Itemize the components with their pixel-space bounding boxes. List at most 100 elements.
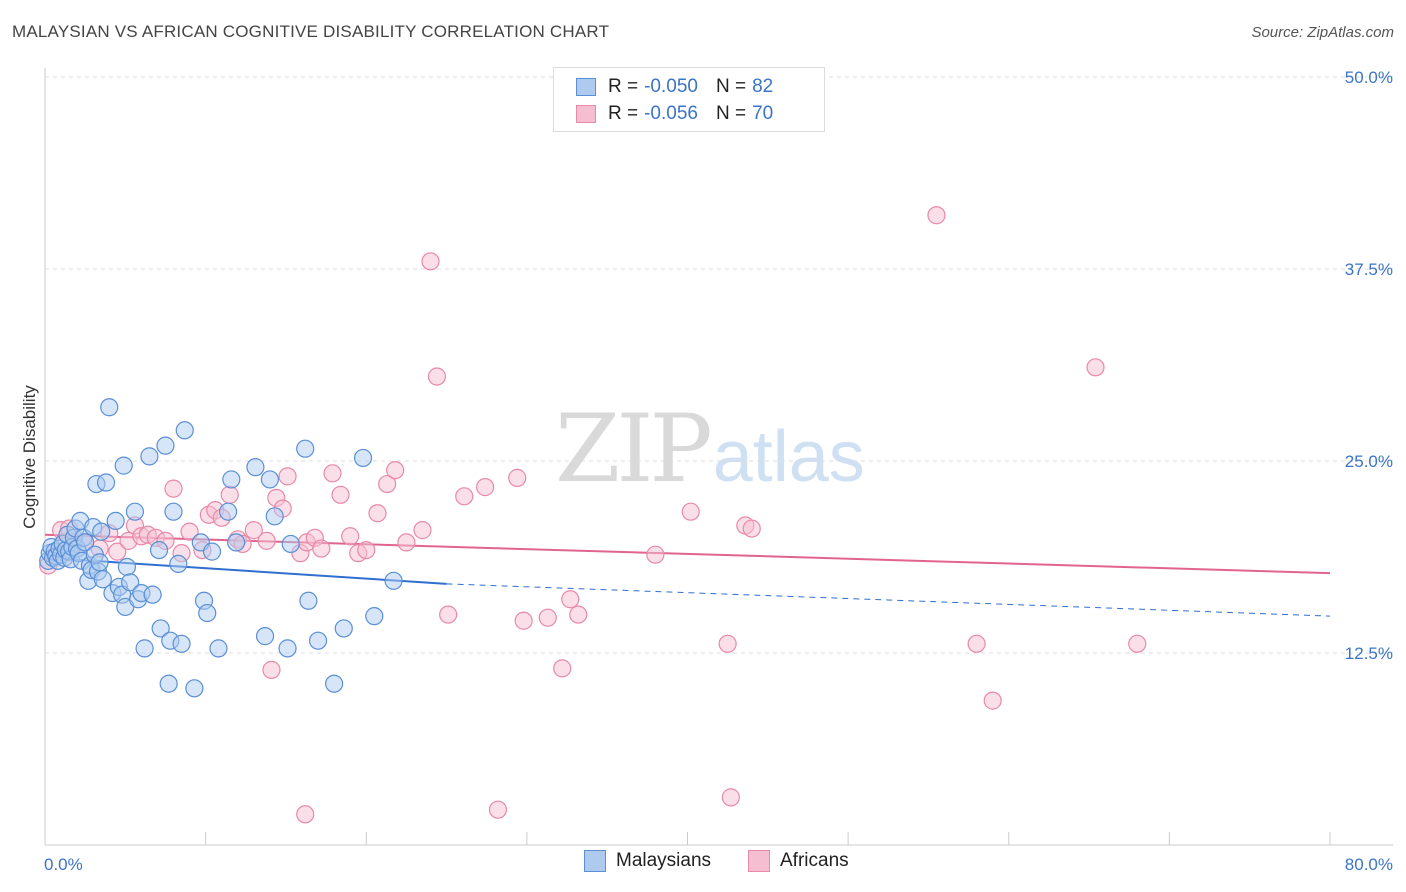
african-point[interactable]: [646, 545, 665, 564]
african-point[interactable]: [341, 527, 360, 546]
axes: [44, 68, 1393, 846]
african-point[interactable]: [257, 531, 276, 550]
malaysian-trend-group: [44, 556, 1331, 617]
malaysian-point[interactable]: [202, 542, 222, 561]
malaysian-point[interactable]: [169, 554, 188, 574]
african-point[interactable]: [397, 533, 416, 552]
malaysian-point[interactable]: [308, 631, 328, 650]
african-point[interactable]: [378, 474, 397, 494]
malaysian-point[interactable]: [384, 571, 403, 590]
african-point[interactable]: [1128, 634, 1147, 653]
malaysian-point[interactable]: [198, 603, 217, 623]
malaysian-point[interactable]: [365, 607, 384, 626]
malaysian-point[interactable]: [90, 553, 109, 572]
y-tick-label: 50.0%: [1345, 68, 1393, 87]
african-point[interactable]: [967, 634, 986, 653]
african-point[interactable]: [514, 611, 533, 630]
malaysian-point[interactable]: [100, 398, 119, 417]
malaysian-point[interactable]: [164, 502, 183, 521]
malaysian-point[interactable]: [299, 591, 318, 610]
african-r-value: -0.056: [644, 103, 698, 124]
legend-row-malaysians: R = -0.050 N = 82: [576, 75, 791, 99]
african-point[interactable]: [508, 468, 527, 487]
malaysian-point[interactable]: [222, 470, 241, 489]
african-point[interactable]: [323, 464, 342, 483]
malaysian-point[interactable]: [76, 533, 95, 552]
malaysian-point[interactable]: [281, 534, 300, 554]
malaysian-n-value: 82: [752, 76, 774, 97]
african-point[interactable]: [718, 634, 737, 653]
african-point[interactable]: [476, 478, 495, 497]
malaysian-point[interactable]: [219, 502, 238, 521]
african-point[interactable]: [262, 660, 281, 679]
african-point[interactable]: [421, 252, 440, 271]
malaysian-point[interactable]: [156, 436, 175, 455]
african-point[interactable]: [312, 539, 331, 558]
african-point[interactable]: [427, 367, 447, 386]
malaysian-point[interactable]: [140, 447, 159, 466]
malaysian-point[interactable]: [114, 456, 133, 475]
african-point[interactable]: [164, 479, 183, 498]
african-point[interactable]: [1086, 358, 1105, 377]
african-point[interactable]: [538, 608, 557, 627]
malaysian-point[interactable]: [93, 570, 112, 589]
african-point[interactable]: [742, 519, 761, 538]
african-point[interactable]: [439, 605, 458, 624]
malaysian-point[interactable]: [135, 639, 154, 658]
chart-title: MALAYSIAN VS AFRICAN COGNITIVE DISABILIT…: [12, 22, 610, 41]
african-point[interactable]: [681, 502, 700, 521]
legend-item-malaysians[interactable]: Malaysians: [584, 850, 711, 872]
malaysian-point[interactable]: [209, 639, 228, 658]
malaysian-point[interactable]: [185, 679, 204, 698]
african-point[interactable]: [553, 659, 572, 678]
african-point[interactable]: [721, 788, 740, 807]
legend-item-africans[interactable]: Africans: [748, 850, 849, 872]
african-point[interactable]: [368, 504, 387, 523]
african-point[interactable]: [927, 206, 946, 225]
malaysian-point[interactable]: [117, 557, 137, 577]
malaysian-point[interactable]: [96, 473, 116, 492]
malaysian-point[interactable]: [121, 573, 140, 592]
african-point[interactable]: [278, 467, 297, 486]
african-point[interactable]: [488, 800, 508, 819]
malaysian-point[interactable]: [296, 439, 315, 458]
african-point[interactable]: [108, 542, 127, 561]
african-point[interactable]: [413, 521, 432, 540]
malaysian-point[interactable]: [175, 421, 194, 440]
african-point[interactable]: [357, 540, 376, 560]
malaysian-point[interactable]: [255, 627, 275, 646]
malaysian-point[interactable]: [159, 674, 178, 693]
african-point[interactable]: [455, 487, 474, 506]
source-label[interactable]: Source: ZipAtlas.com: [1251, 24, 1394, 41]
african-point[interactable]: [561, 590, 580, 609]
malaysian-point[interactable]: [227, 533, 246, 552]
malaysian-point[interactable]: [325, 674, 344, 693]
malaysian-point[interactable]: [172, 634, 191, 653]
malaysian-point[interactable]: [260, 470, 279, 489]
malaysian-point[interactable]: [353, 448, 373, 468]
malaysian-point[interactable]: [246, 458, 265, 477]
african-n-label: N =: [715, 103, 747, 124]
african-point[interactable]: [220, 485, 239, 504]
african-point[interactable]: [180, 522, 199, 541]
african-point[interactable]: [331, 485, 350, 504]
malaysian-point[interactable]: [143, 585, 162, 604]
malaysian-point[interactable]: [334, 619, 353, 638]
malaysian-point[interactable]: [151, 619, 170, 638]
malaysian-point[interactable]: [278, 639, 297, 658]
malaysian-point[interactable]: [106, 511, 125, 531]
african-point[interactable]: [569, 605, 588, 624]
african-point[interactable]: [386, 461, 405, 480]
african-point[interactable]: [244, 521, 263, 540]
malaysian-point[interactable]: [92, 522, 111, 541]
african-n-value: 70: [752, 103, 774, 124]
malaysian-point[interactable]: [125, 502, 145, 521]
y-tick-label: 37.5%: [1345, 260, 1393, 279]
malaysian-point[interactable]: [265, 507, 284, 526]
african-point[interactable]: [983, 691, 1002, 710]
malaysian-point[interactable]: [149, 540, 169, 560]
correlation-legend: R = -0.050 N = 82 R = -0.056 N = 70: [553, 67, 825, 132]
african-point[interactable]: [296, 805, 315, 824]
african-r-label: R =: [608, 103, 639, 124]
legend-label-africans: Africans: [780, 850, 849, 871]
